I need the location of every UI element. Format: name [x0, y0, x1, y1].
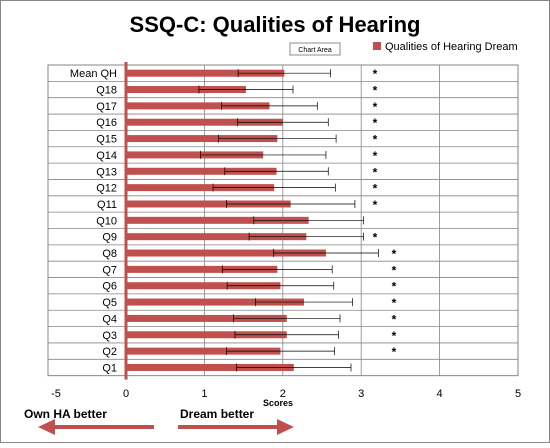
category-label: Q18 — [96, 85, 117, 97]
x-tick-label: 4 — [437, 388, 443, 400]
category-label: Q5 — [102, 297, 117, 309]
category-label: Q6 — [102, 281, 117, 293]
significance-marker: * — [392, 280, 397, 294]
bar — [126, 331, 287, 339]
bar — [126, 200, 291, 208]
category-label: Q1 — [102, 362, 117, 374]
category-label: Q4 — [102, 313, 117, 325]
x-tick-label: -5 — [51, 388, 61, 400]
bar — [126, 102, 270, 110]
left-arrow-head — [38, 419, 55, 435]
significance-marker: * — [373, 116, 378, 130]
significance-marker: * — [373, 84, 378, 98]
significance-marker: * — [373, 198, 378, 212]
category-label: Q14 — [96, 150, 117, 162]
chart-area-tooltip — [289, 42, 341, 56]
category-label: Q16 — [96, 117, 117, 129]
left-arrow-label: Own HA better — [24, 407, 107, 421]
x-tick-label: 3 — [358, 388, 364, 400]
category-label: Q7 — [102, 264, 117, 276]
bar — [126, 118, 283, 126]
significance-marker: * — [373, 165, 378, 179]
x-tick-label: 5 — [515, 388, 521, 400]
bar — [126, 282, 281, 290]
category-label: Q10 — [96, 215, 117, 227]
category-label: Q8 — [102, 248, 117, 260]
bar — [126, 265, 278, 273]
significance-marker: * — [392, 329, 397, 343]
category-label: Q2 — [102, 346, 117, 358]
bar — [126, 151, 264, 159]
significance-marker: * — [373, 100, 378, 114]
category-label: Q17 — [96, 101, 117, 113]
right-arrow-label: Dream better — [180, 407, 254, 421]
category-label: Q12 — [96, 183, 117, 195]
legend-label: Qualities of Hearing Dream — [385, 41, 518, 53]
x-tick-label: 2 — [280, 388, 286, 400]
category-label: Q13 — [96, 166, 117, 178]
significance-marker: * — [373, 149, 378, 163]
significance-marker: * — [392, 296, 397, 310]
x-tick-label: 1 — [201, 388, 207, 400]
bar — [126, 249, 326, 257]
bar — [126, 233, 307, 241]
plot-area: Mean QH *Q18 *Q17 *Q16 *Q15 *Q14 *Q13 *Q12 *Q11 *… — [47, 62, 521, 400]
bar — [126, 216, 309, 224]
bar — [126, 298, 304, 306]
significance-marker: * — [373, 182, 378, 196]
category-label: Mean QH — [70, 68, 117, 80]
category-label: Q9 — [102, 232, 117, 244]
category-label: Q15 — [96, 134, 117, 146]
significance-marker: * — [392, 263, 397, 277]
x-tick-label: 0 — [123, 388, 129, 400]
significance-marker: * — [392, 312, 397, 326]
bar — [126, 314, 287, 322]
chart-area-tooltip-label: Chart Area — [298, 47, 332, 54]
bar — [126, 69, 285, 77]
bar — [126, 184, 275, 192]
bar — [126, 86, 246, 94]
category-label: Q11 — [97, 199, 117, 211]
significance-marker: * — [373, 231, 378, 245]
chart-title: SSQ-C: Qualities of Hearing — [130, 12, 421, 37]
right-arrow-head — [277, 419, 294, 435]
bar — [126, 347, 281, 355]
bar — [126, 363, 294, 371]
significance-marker: * — [373, 133, 378, 147]
bar — [126, 135, 278, 143]
significance-marker: * — [392, 247, 397, 261]
legend-swatch — [373, 42, 381, 50]
x-axis-label: Scores — [263, 398, 293, 408]
category-label: Q3 — [102, 330, 117, 342]
significance-marker: * — [373, 67, 378, 81]
direction-arrows — [38, 419, 294, 435]
bar — [126, 167, 277, 175]
significance-marker: * — [392, 345, 397, 359]
